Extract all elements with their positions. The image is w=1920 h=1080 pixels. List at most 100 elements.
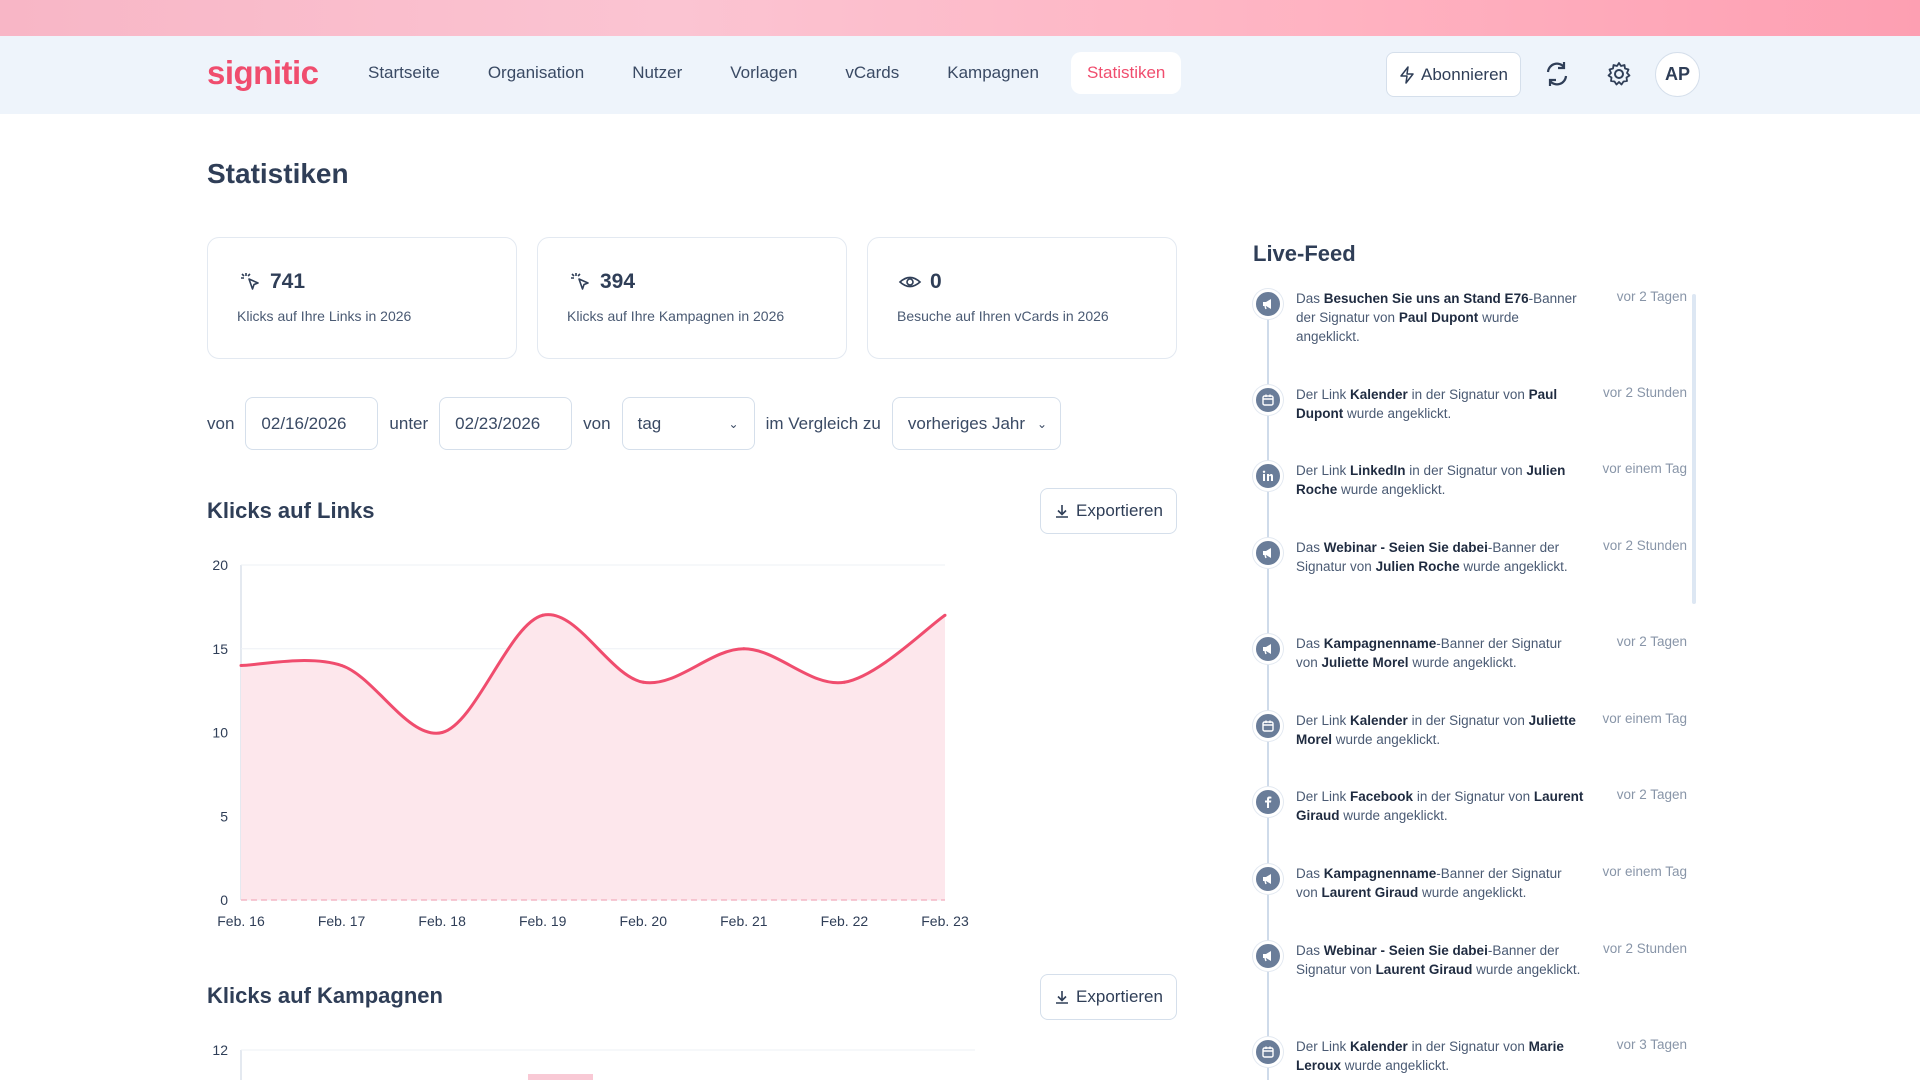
eye-icon: [898, 276, 922, 288]
to-date-input[interactable]: 02/23/2026: [439, 397, 573, 450]
data-point[interactable]: [239, 664, 243, 667]
to-label: unter: [389, 413, 429, 433]
sync-icon: [1546, 62, 1568, 86]
export-campaigns-button[interactable]: Exportieren: [1040, 974, 1177, 1020]
click-icon: [571, 273, 589, 290]
live-feed-title: Live-Feed: [1253, 241, 1356, 266]
y-tick-label: 12: [212, 1042, 228, 1058]
feed-item-text: Das Webinar - Seien Sie dabei-Banner der…: [1296, 540, 1568, 574]
linkedin-icon: [1253, 461, 1283, 491]
data-point[interactable]: [943, 613, 947, 617]
y-tick-label: 0: [220, 892, 228, 908]
from-date-input[interactable]: 02/16/2026: [245, 397, 379, 450]
megaphone-icon: [1253, 941, 1283, 971]
top-banner-strip: [0, 0, 1920, 36]
nav-item-kampagnen[interactable]: Kampagnen: [947, 63, 1039, 82]
export-label: Exportieren: [1076, 987, 1163, 1006]
megaphone-icon: [1253, 634, 1283, 664]
nav-item-vcards[interactable]: vCards: [845, 63, 900, 82]
stat-card-vcards: 0 Besuche auf Ihren vCards in 2026: [867, 237, 1177, 359]
nav-item-organisation[interactable]: Organisation: [487, 63, 585, 82]
feed-item-text: Das Besuchen Sie uns an Stand E76-Banner…: [1296, 291, 1577, 344]
calendar-icon: [1253, 1037, 1283, 1067]
nav-item-startseite[interactable]: Startseite: [368, 63, 440, 82]
feed-item-text: Das Webinar - Seien Sie dabei-Banner der…: [1296, 943, 1581, 977]
x-tick-label: Feb. 20: [620, 913, 668, 929]
data-point[interactable]: [340, 664, 344, 667]
series-area-fill: [241, 614, 945, 900]
top-navbar: signitic Startseite Organisation Nutzer …: [0, 36, 1920, 114]
y-tick-label: 10: [212, 725, 228, 741]
feed-item-time: vor 2 Tagen: [1616, 289, 1687, 304]
calendar-icon: [1253, 385, 1283, 415]
feed-item-time: vor 2 Stunden: [1602, 941, 1687, 956]
feed-item-time: vor 2 Tagen: [1616, 634, 1687, 649]
from-label: von: [207, 413, 235, 433]
subscribe-label: Abonnieren: [1421, 64, 1508, 84]
download-icon: [1056, 505, 1069, 518]
feed-item-time: vor 2 Stunden: [1602, 538, 1687, 553]
links-chart-title: Klicks auf Links: [207, 498, 375, 523]
feed-scrollbar[interactable]: [1692, 294, 1696, 604]
bar[interactable]: [528, 1074, 593, 1080]
data-point[interactable]: [742, 647, 746, 651]
compare-select[interactable]: vorheriges Jahr ⌄: [891, 397, 1061, 450]
feed-item-time: vor einem Tag: [1602, 864, 1687, 879]
x-tick-label: Feb. 18: [418, 913, 466, 929]
feed-item-text: Der Link Kalender in der Signatur von Ju…: [1296, 713, 1576, 747]
signitic-logo[interactable]: signitic: [207, 54, 319, 91]
gear-icon: [1607, 62, 1631, 86]
links-area-chart: 0 5 10 15 20 Feb. 16 Feb. 17 Feb. 18 Feb. 19 Feb.…: [212, 557, 969, 929]
subscribe-button[interactable]: Abonnieren: [1386, 52, 1521, 97]
granularity-value: tag: [637, 413, 662, 433]
granularity-label: von: [583, 413, 611, 433]
stat-value: 741: [270, 270, 306, 293]
megaphone-icon: [1253, 538, 1283, 568]
x-tick-label: Feb. 23: [921, 913, 969, 929]
feed-item-time: vor 3 Tagen: [1616, 1037, 1687, 1052]
y-tick-label: 5: [220, 808, 228, 824]
lightning-icon: [1400, 65, 1414, 84]
chevron-down-icon: ⌄: [1037, 416, 1048, 431]
x-tick-label: Feb. 16: [217, 913, 265, 929]
nav-item-nutzer[interactable]: Nutzer: [632, 63, 683, 82]
data-point[interactable]: [842, 680, 846, 684]
user-avatar[interactable]: AP: [1655, 52, 1700, 97]
feed-timeline-line: [1267, 312, 1269, 1080]
campaigns-chart-title: Klicks auf Kampagnen: [207, 983, 443, 1008]
campaigns-bar-chart: 12: [212, 1042, 975, 1080]
sync-button[interactable]: [1537, 54, 1577, 94]
date-filter-bar: von 02/16/2026 unter 02/23/2026 von tag …: [207, 397, 1072, 450]
y-tick-label: 20: [212, 557, 228, 573]
feed-item-text: Das Kampagnenname-Banner der Signatur vo…: [1296, 636, 1562, 670]
feed-item-time: vor 2 Tagen: [1616, 787, 1687, 802]
settings-button[interactable]: [1599, 54, 1639, 94]
feed-item-text: Der Link Kalender in der Signatur von Pa…: [1296, 387, 1558, 421]
stat-label: Klicks auf Ihre Links in 2026: [237, 308, 412, 324]
stat-card-campaigns: 394 Klicks auf Ihre Kampagnen in 2026: [537, 237, 847, 359]
download-icon: [1056, 991, 1069, 1004]
granularity-select[interactable]: tag ⌄: [621, 397, 755, 450]
x-tick-label: Feb. 22: [821, 913, 869, 929]
export-links-button[interactable]: Exportieren: [1040, 488, 1177, 534]
data-point[interactable]: [541, 613, 545, 617]
feed-item-time: vor einem Tag: [1602, 711, 1687, 726]
nav-item-statistiken[interactable]: Statistiken: [1070, 52, 1182, 94]
x-tick-label: Feb. 17: [318, 913, 366, 929]
stat-card-links: 741 Klicks auf Ihre Links in 2026: [207, 237, 517, 359]
stat-label: Besuche auf Ihren vCards in 2026: [897, 308, 1109, 324]
feed-item-text: Der Link Facebook in der Signatur von La…: [1296, 789, 1584, 823]
compare-value: vorheriges Jahr: [907, 413, 1026, 433]
feed-item-text: Der Link Kalender in der Signatur von Ma…: [1296, 1039, 1564, 1073]
nav-item-vorlagen[interactable]: Vorlagen: [730, 63, 798, 82]
main-nav: Startseite Organisation Nutzer Vorlagen …: [352, 52, 1197, 94]
export-label: Exportieren: [1076, 501, 1163, 520]
calendar-icon: [1253, 711, 1283, 741]
feed-item-text: Der Link LinkedIn in der Signatur von Ju…: [1296, 463, 1566, 497]
feed-item-time: vor 2 Stunden: [1602, 385, 1687, 400]
click-icon: [241, 273, 259, 290]
megaphone-icon: [1253, 864, 1283, 894]
data-point[interactable]: [440, 731, 444, 734]
feed-item-text: Das Kampagnenname-Banner der Signatur vo…: [1296, 866, 1562, 900]
data-point[interactable]: [641, 680, 645, 684]
